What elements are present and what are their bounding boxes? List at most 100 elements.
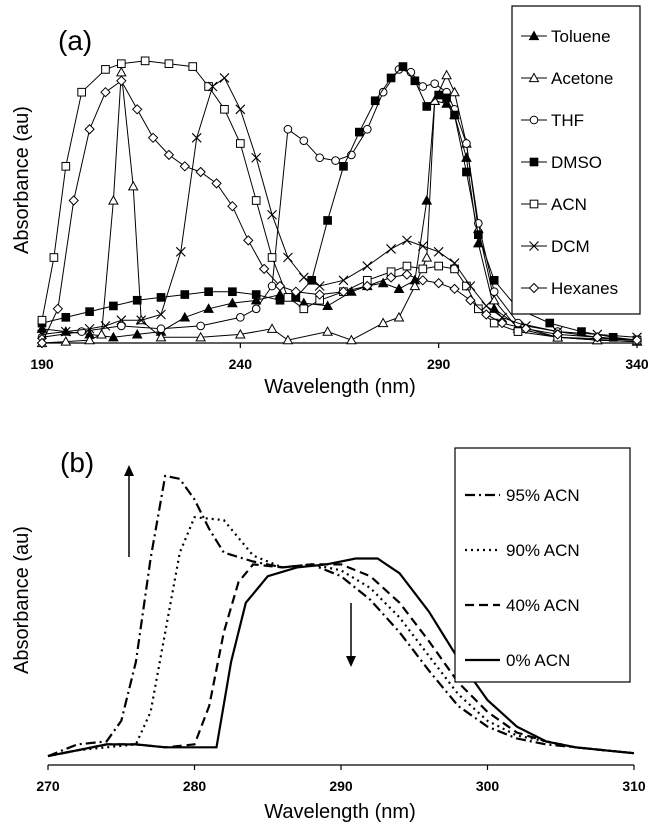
data-point	[207, 81, 218, 92]
data-point	[52, 303, 64, 315]
data-point	[449, 283, 460, 295]
data-point	[136, 315, 147, 326]
data-point	[417, 275, 429, 286]
data-point	[85, 307, 94, 316]
legend-label: 40% ACN	[506, 596, 580, 615]
data-point	[267, 209, 277, 220]
data-point	[117, 59, 126, 69]
data-point	[156, 309, 166, 320]
data-point	[283, 293, 293, 302]
data-point	[131, 104, 143, 115]
data-point	[362, 280, 373, 292]
data-point	[196, 321, 205, 331]
data-point	[462, 167, 471, 177]
legend-label: Acetone	[551, 69, 613, 88]
data-point	[140, 56, 150, 66]
data-point	[398, 62, 408, 71]
panel-b-arrows	[124, 465, 356, 667]
data-point	[36, 323, 48, 333]
legend-label: 0% ACN	[506, 651, 570, 670]
x-tick-label: 310	[622, 778, 646, 794]
data-point	[195, 331, 207, 342]
data-point	[283, 124, 293, 134]
panel-b-legend-items: 95% ACN 90% ACN 40% ACN 0% ACN	[465, 486, 580, 670]
data-point	[127, 180, 139, 191]
data-point	[188, 62, 198, 71]
data-point	[234, 328, 246, 339]
series-line	[47, 516, 635, 758]
legend-label: Hexanes	[551, 279, 618, 298]
data-point	[545, 318, 555, 328]
data-point	[36, 337, 48, 349]
series-dcm	[37, 73, 642, 343]
data-point	[314, 281, 325, 291]
data-point	[488, 294, 500, 305]
data-point	[131, 328, 143, 339]
data-point	[37, 315, 47, 325]
panel-a-chart: (a) Wavelength (nm) Absorbance (au) 190 2…	[11, 5, 649, 398]
data-point	[474, 230, 483, 240]
data-point	[283, 252, 293, 263]
data-point	[236, 139, 245, 148]
data-point	[49, 253, 59, 262]
data-point	[434, 90, 443, 100]
data-point	[462, 139, 471, 148]
panel-b-up-arrow-head	[124, 465, 134, 476]
data-point	[117, 321, 126, 331]
data-point	[592, 332, 603, 343]
data-point	[258, 263, 270, 275]
data-point	[116, 315, 127, 326]
data-point	[115, 66, 127, 77]
data-point	[362, 124, 372, 134]
data-point	[61, 313, 71, 322]
data-point	[84, 124, 95, 135]
data-point	[100, 86, 111, 98]
data-point	[96, 328, 107, 339]
data-point	[338, 286, 349, 297]
data-point	[377, 277, 389, 288]
data-point	[552, 329, 563, 340]
data-point	[203, 303, 214, 313]
data-point	[418, 82, 428, 91]
legend-label: DMSO	[551, 153, 602, 172]
series-thf	[37, 65, 642, 345]
panel-a-legend-items: Toluene Acetone THF DMSO ACN DCM Hexanes	[521, 27, 618, 298]
data-point	[108, 194, 119, 205]
x-tick-label: 340	[625, 356, 649, 372]
data-point	[377, 317, 389, 328]
data-point	[434, 261, 443, 271]
data-point	[465, 295, 476, 306]
data-point	[204, 287, 213, 297]
data-point	[465, 281, 476, 291]
panel-a-x-axis-title: Wavelength (nm)	[264, 376, 416, 398]
data-point	[489, 275, 499, 285]
data-point	[421, 251, 433, 262]
series-dmso	[37, 62, 642, 345]
data-point	[156, 324, 166, 334]
data-point	[410, 76, 420, 86]
data-point	[409, 280, 421, 291]
data-point	[449, 258, 460, 269]
data-point	[401, 269, 413, 280]
series-line	[47, 474, 635, 758]
data-point	[156, 293, 166, 302]
data-point	[378, 87, 388, 97]
data-point	[228, 287, 237, 297]
data-point	[243, 235, 254, 246]
data-point	[346, 334, 357, 345]
data-point	[433, 246, 444, 257]
data-point	[220, 104, 229, 114]
legend-label: 90% ACN	[506, 541, 580, 560]
series-0-acn	[47, 557, 635, 758]
panel-a-legend: Toluene Acetone THF DMSO ACN DCM Hexanes	[511, 5, 641, 315]
data-point	[251, 196, 261, 205]
data-point	[433, 277, 444, 289]
data-point	[429, 95, 441, 105]
data-point	[132, 295, 142, 305]
panel-b-y-axis-title: Absorbance (au)	[11, 526, 33, 674]
data-point	[362, 261, 373, 271]
data-point	[338, 275, 349, 286]
panel-b-down-arrow-head	[346, 656, 356, 667]
data-point	[385, 272, 397, 283]
